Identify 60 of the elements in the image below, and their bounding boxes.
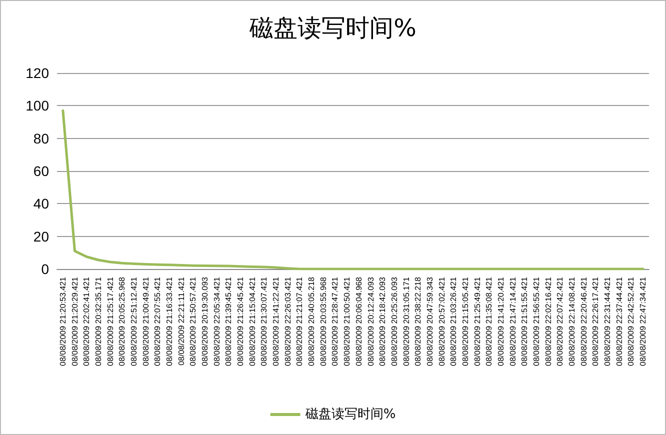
x-tick-label: 08/08/2009 22:21:11.421 <box>176 276 186 366</box>
x-tick-label: 08/08/2009 20:12:24.093 <box>366 276 376 366</box>
legend-label: 磁盘读写时间% <box>304 407 396 422</box>
x-tick-label: 08/08/2009 22:31:44.421 <box>603 276 612 366</box>
x-tick-label: 08/08/2009 22:26:17.421 <box>591 276 600 366</box>
x-tick-label: 08/08/2009 20:31:05.171 <box>402 276 411 366</box>
y-tick-label: 120 <box>26 65 50 81</box>
x-tick-label: 08/08/2009 21:21:07.421 <box>295 276 304 366</box>
x-tick-label: 08/08/2009 22:02:41.421 <box>82 276 92 366</box>
x-tick-label: 08/08/2009 20:57:02.421 <box>437 276 446 366</box>
x-tick-label: 08/08/2009 21:03:26.421 <box>449 276 458 366</box>
x-tick-label: 08/08/2009 20:05:25.968 <box>118 276 127 366</box>
x-tick-label: 08/08/2009 21:15:05.421 <box>460 276 470 366</box>
x-tick-label: 08/08/2009 22:20:46.421 <box>579 276 588 366</box>
x-tick-label: 08/08/2009 22:42:52.421 <box>626 276 636 366</box>
y-tick-label: 20 <box>33 228 50 244</box>
x-tick-label: 08/08/2009 21:50:57.421 <box>188 276 198 366</box>
x-tick-label: 08/08/2009 22:14:08.421 <box>568 276 577 366</box>
y-tick-label: 60 <box>33 163 50 179</box>
x-tick-label: 08/08/2009 21:35:08.421 <box>484 276 494 366</box>
x-tick-label: 08/08/2009 21:51:55.421 <box>520 276 530 366</box>
x-tick-label: 08/08/2009 21:56:55.421 <box>532 276 542 366</box>
x-tick-label: 08/08/2009 20:19:30.093 <box>200 276 210 366</box>
x-tick-label: 08/08/2009 22:07:42.421 <box>556 276 565 366</box>
x-tick-label: 08/08/2009 21:26:45.421 <box>236 276 246 366</box>
x-tick-label: 08/08/2009 22:47:34.421 <box>638 276 648 366</box>
x-tick-label: 08/08/2009 20:03:55.968 <box>318 276 328 366</box>
x-tick-label: 08/08/2009 21:30:07.421 <box>260 276 269 366</box>
x-tick-label: 08/08/2009 22:37:44.421 <box>614 276 624 366</box>
chart-title: 磁盘读写时间% <box>248 14 416 42</box>
x-tick-label: 08/08/2009 21:25:49.421 <box>472 276 482 366</box>
y-tick-label: 0 <box>41 261 50 277</box>
y-tick-label: 40 <box>33 196 50 212</box>
x-tick-label: 08/08/2009 21:28:47.421 <box>330 276 340 366</box>
x-tick-label: 08/08/2009 20:38:22.218 <box>414 276 423 366</box>
x-tick-label: 08/08/2009 22:51:12.421 <box>129 276 138 366</box>
x-tick-label: 08/08/2009 21:00:49.421 <box>141 276 150 366</box>
x-tick-label: 08/08/2009 21:39:45.421 <box>224 276 234 366</box>
x-tick-label: 08/08/2009 20:18:42.093 <box>378 276 388 366</box>
x-tick-label: 08/08/2009 22:02:16.421 <box>544 276 553 366</box>
x-tick-label: 08/08/2009 20:06:04.968 <box>354 276 364 366</box>
x-tick-label: 08/08/2009 20:40:05.218 <box>307 276 316 366</box>
x-tick-label: 08/08/2009 20:47:59.343 <box>425 276 434 366</box>
x-tick-label: 08/08/2009 21:20:29.421 <box>70 276 80 366</box>
x-tick-label: 08/08/2009 20:25:26.093 <box>390 276 399 366</box>
x-tick-label: 08/08/2009 22:26:03.421 <box>283 276 292 366</box>
x-tick-label: 08/08/2009 21:20:53.421 <box>58 276 68 366</box>
x-tick-label: 08/08/2009 22:07:55.421 <box>153 276 162 366</box>
y-tick-label: 100 <box>26 98 50 114</box>
x-tick-label: 08/08/2009 21:41:20.421 <box>496 276 506 366</box>
y-tick-label: 80 <box>33 130 50 146</box>
x-tick-label: 08/08/2009 21:00:50.421 <box>342 276 352 366</box>
x-tick-label: 08/08/2009 20:32:35.171 <box>94 276 103 366</box>
x-tick-label: 08/08/2009 21:41:22.421 <box>272 276 281 366</box>
line-series <box>62 109 644 270</box>
x-tick-label: 08/08/2009 21:15:04.421 <box>248 276 257 366</box>
x-tick-label: 08/08/2009 21:47:14.421 <box>508 276 518 366</box>
x-tick-label: 08/08/2009 21:16:33.421 <box>164 276 174 366</box>
x-tick-label: 08/08/2009 22:05:34.421 <box>212 276 222 366</box>
x-tick-label: 08/08/2009 21:25:17.421 <box>106 276 115 366</box>
